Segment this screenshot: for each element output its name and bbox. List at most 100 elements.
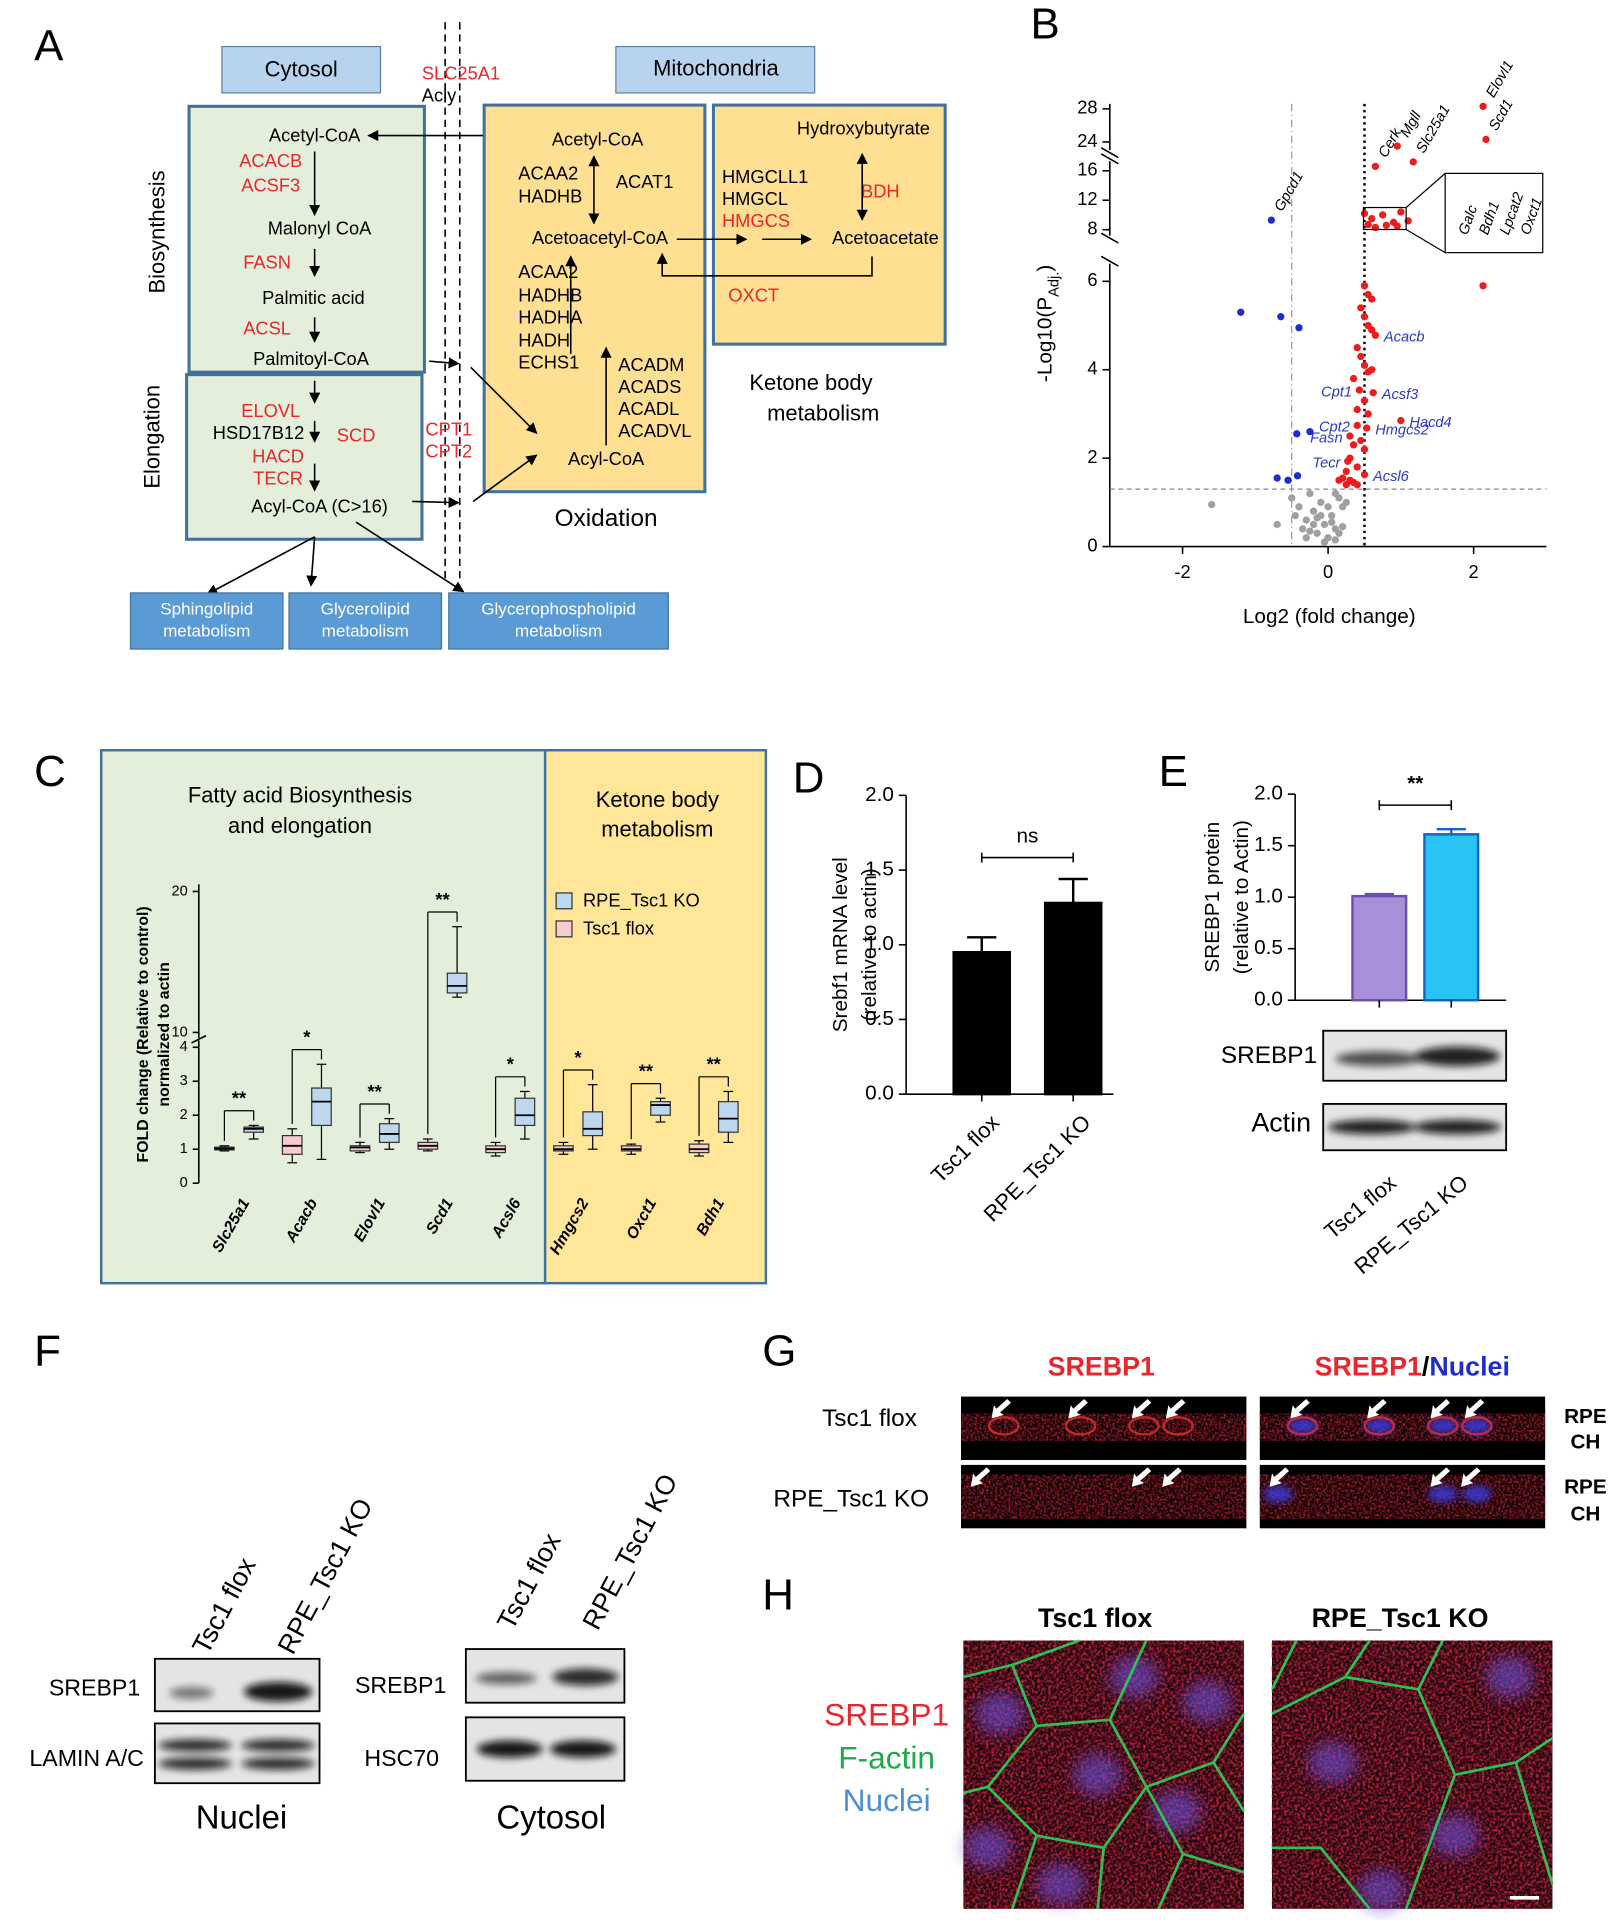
pathway-node: TECR (253, 467, 303, 488)
pathway-node: FASN (243, 251, 291, 272)
output-label: Sphingolipid (160, 600, 253, 619)
point-label: Acsl6 (1372, 469, 1410, 485)
data-point (1293, 472, 1302, 480)
blot-label: SREBP1 (1221, 1042, 1317, 1069)
data-point (1369, 389, 1377, 397)
data-point (1353, 343, 1361, 352)
panel-letter: G (762, 1327, 796, 1376)
column-title: SREBP1/Nuclei (1315, 1352, 1510, 1382)
y-tick-label: 4 (1087, 358, 1097, 379)
data-point (1342, 467, 1350, 476)
panel-letter: D (793, 753, 825, 802)
x-tick-label: 0 (1323, 561, 1333, 582)
nucleus-outline (1363, 1416, 1396, 1436)
column-title-part: / (1422, 1352, 1430, 1382)
data-point (1479, 282, 1487, 290)
data-point (1309, 520, 1318, 529)
pathway-node: ECHS1 (518, 351, 579, 372)
pathway-node: BDH (861, 181, 900, 202)
data-point (1364, 410, 1372, 418)
significance: * (507, 1054, 515, 1075)
arrow-marker (1464, 1399, 1485, 1419)
cell-border (1270, 1639, 1554, 1910)
y-tick-label: 0.0 (865, 1082, 894, 1105)
arrow-marker (1430, 1467, 1451, 1487)
point-label: Slc25a1 (1413, 102, 1453, 156)
blot-band (1414, 1046, 1501, 1067)
blot-band (1413, 1119, 1502, 1135)
arrow-marker (1131, 1399, 1152, 1419)
data-point (1277, 313, 1285, 321)
data-point (1328, 518, 1336, 526)
arrow (412, 496, 460, 508)
data-point (1409, 158, 1417, 166)
data-point (1371, 331, 1380, 339)
y-tick-label: 0.5 (865, 1007, 894, 1030)
data-point (1293, 430, 1301, 438)
bar (1043, 901, 1103, 1096)
callout-box (1444, 172, 1544, 254)
arrow-marker (1269, 1467, 1290, 1487)
nucleus (1357, 1869, 1407, 1912)
data-point (1360, 397, 1369, 405)
pathway-node: HSD17B12 (213, 422, 304, 443)
data-point (1357, 436, 1365, 445)
nucleus (1073, 1753, 1122, 1796)
header-box (615, 45, 816, 94)
nucleus-outline (1461, 1416, 1493, 1436)
data-point (1360, 313, 1369, 321)
transporter: Acly (422, 84, 457, 105)
arrow-marker (1367, 1399, 1387, 1419)
blot-band (1328, 1119, 1416, 1135)
data-point (1284, 476, 1292, 484)
data-point (1360, 361, 1369, 369)
data-point (1320, 520, 1329, 529)
data-point (1393, 142, 1401, 150)
y-tick-label: 28 (1077, 97, 1097, 118)
column-title: RPE_Tsc1 KO (1312, 1603, 1489, 1633)
data-point (1331, 536, 1340, 544)
axis-break (1100, 255, 1119, 267)
pathway-node: Acetyl-CoA (552, 128, 644, 149)
axis-break (191, 1034, 207, 1044)
y-tick-label: 1.5 (1254, 833, 1283, 856)
pathway-node: Palmitic acid (262, 287, 365, 308)
panel-letter: C (34, 747, 66, 796)
pathway-node: ACADL (618, 398, 679, 419)
data-point (1306, 427, 1314, 436)
significance: ns (1017, 824, 1039, 847)
y-tick-label: 1.0 (865, 932, 894, 955)
pathway-node: ACADVL (618, 420, 691, 441)
pathway-node: ACSL (243, 317, 291, 338)
callout-box (1362, 206, 1407, 231)
point-label: Elovl1 (1483, 58, 1517, 101)
callout-line (1405, 228, 1446, 254)
nucleus (1287, 1417, 1318, 1435)
elongation-box (185, 373, 424, 541)
data-point (1479, 102, 1487, 111)
y-axis-label: (relative to Actin) (1230, 820, 1253, 974)
data-point (1295, 503, 1303, 511)
column-title: Tsc1 flox (1038, 1603, 1152, 1633)
blot-band (169, 1686, 214, 1700)
transporter: CPT1 (425, 419, 472, 440)
group-background (543, 749, 768, 1285)
y-axis-label-part: ) (1034, 265, 1057, 272)
arrow (429, 357, 460, 369)
pathway-node: HMGCS (722, 210, 790, 231)
pathway-node: ACAA2 (518, 261, 578, 282)
section-title: Oxidation (555, 505, 658, 532)
group-title: Ketone body (596, 787, 719, 812)
micrograph-signal (1259, 1474, 1546, 1519)
pathway-node: OXCT (728, 284, 779, 305)
y-axis-label: FOLD change (Relative to control) (135, 906, 152, 1162)
bar (1423, 833, 1480, 1002)
data-point (1357, 352, 1365, 361)
data-point (1368, 295, 1376, 303)
arrow-marker (1290, 1399, 1310, 1419)
y-axis-label: (relative to actin) (858, 868, 881, 1021)
x-tick-label: -2 (1174, 561, 1190, 582)
stain-label: SREBP1 (824, 1697, 949, 1733)
blot-band (158, 1757, 232, 1770)
y-axis-label: normalized to actin (156, 962, 173, 1106)
